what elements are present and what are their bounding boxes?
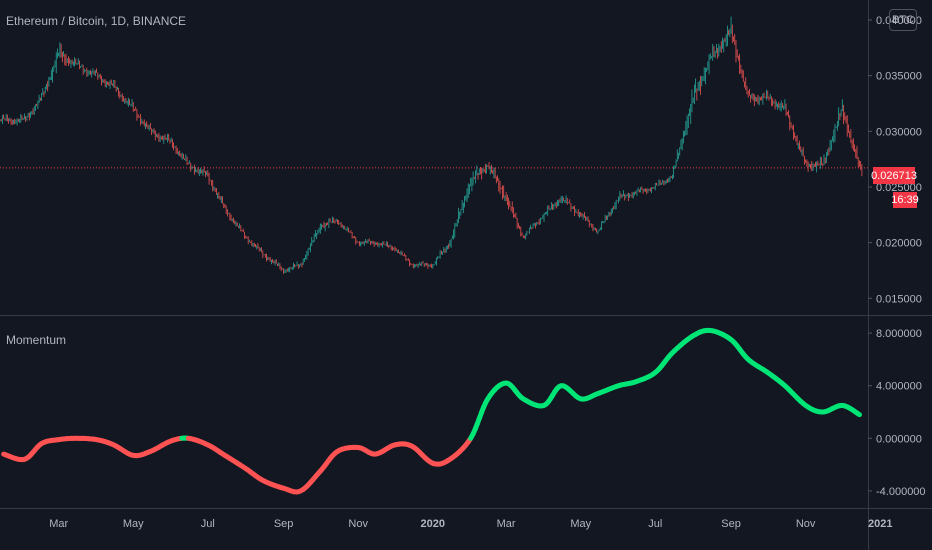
momentum-tick-label: 8.000000 [876, 328, 922, 340]
momentum-line [1, 327, 862, 495]
price-candles [0, 16, 863, 274]
momentum-segment-up [855, 411, 862, 418]
chart-title: Ethereum / Bitcoin, 1D, BINANCE [6, 14, 187, 28]
price-tick-label: 0.020000 [876, 238, 922, 250]
price-tick-label: 0.035000 [876, 71, 922, 83]
momentum-tick-label: -4.000000 [876, 486, 926, 498]
time-axis-label: Jul [201, 518, 215, 530]
time-axis-label: Mar [497, 518, 516, 530]
price-tick-label: 0.015000 [876, 293, 922, 305]
time-axis-label: Nov [348, 518, 368, 530]
time-axis-label: 2021 [868, 518, 892, 530]
price-tick-label: 0.030000 [876, 126, 922, 138]
momentum-tick-label: 0.000000 [876, 433, 922, 445]
time-axis-label: May [570, 518, 591, 530]
last-price-tag: 0.026713 [871, 167, 917, 184]
momentum-tick-label: 4.000000 [876, 381, 922, 393]
price-tick-label: 0.040000 [876, 15, 922, 27]
bar-countdown: 16:39 [891, 192, 919, 208]
indicator-title: Momentum [6, 333, 67, 347]
time-axis-label: 2020 [421, 518, 445, 530]
time-axis-label: Mar [49, 518, 68, 530]
time-axis-label: Sep [274, 518, 294, 530]
time-axis-label: Jul [648, 518, 662, 530]
price-tick-label: 0.025000 [876, 182, 922, 194]
time-axis-label: Sep [721, 518, 741, 530]
time-axis-label: May [123, 518, 144, 530]
axes: 0.040000 0.035000 0.030000 0.025000 0.020000… [49, 15, 925, 530]
currency-button[interactable]: BTC [889, 9, 917, 31]
time-axis-label: Nov [796, 518, 816, 530]
